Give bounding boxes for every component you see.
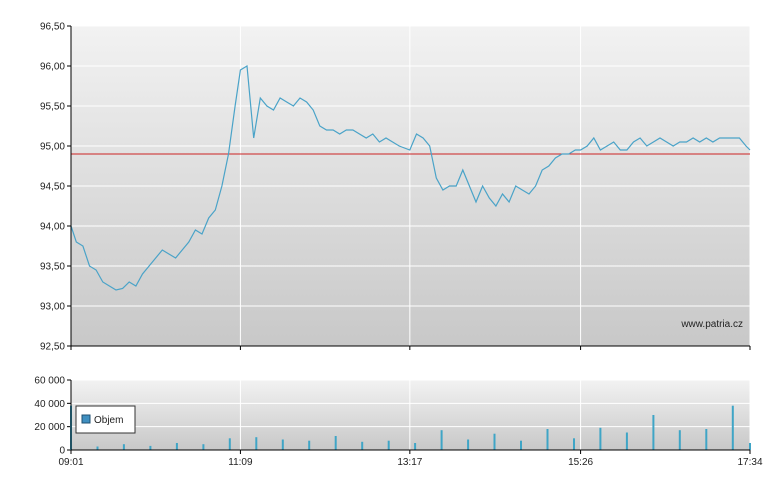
volume-bar xyxy=(228,438,231,450)
price-y-tick-label: 94,00 xyxy=(40,222,65,233)
volume-bar xyxy=(731,405,734,450)
volume-legend: Objem xyxy=(75,405,136,434)
price-y-tick-label: 93,00 xyxy=(40,302,65,313)
volume-bar xyxy=(308,440,311,450)
volume-bar xyxy=(520,440,522,450)
volume-y-tick-label: 0 xyxy=(59,446,65,457)
volume-bar xyxy=(599,427,602,450)
price-y-tick-label: 92,50 xyxy=(40,342,65,353)
legend-swatch xyxy=(81,414,91,424)
volume-bar xyxy=(467,439,470,450)
volume-bar xyxy=(493,433,496,450)
volume-bar xyxy=(334,436,337,450)
volume-bar xyxy=(652,415,655,450)
volume-bar xyxy=(546,429,549,450)
watermark: www.patria.cz xyxy=(680,319,743,330)
volume-bar xyxy=(625,432,628,450)
time-tick-label: 17:34 xyxy=(737,457,762,468)
volume-bar xyxy=(705,429,708,450)
time-tick-label: 15:26 xyxy=(568,457,593,468)
volume-y-tick-label: 60 000 xyxy=(34,376,65,387)
volume-y-tick-label: 20 000 xyxy=(34,422,65,433)
price-line xyxy=(70,64,751,291)
volume-bar xyxy=(149,445,152,450)
volume-bar xyxy=(122,444,125,450)
price-y-tick-label: 94,50 xyxy=(40,182,65,193)
price-y-tick-label: 96,00 xyxy=(40,62,65,73)
volume-bar xyxy=(440,430,443,450)
price-y-tick-label: 95,50 xyxy=(40,102,65,113)
volume-bar xyxy=(175,443,178,450)
legend-label: Objem xyxy=(94,415,123,426)
volume-plot-area xyxy=(71,380,750,450)
price-panel: 92,50 93,00 93,50 94,00 94,50 95,00 95,50 96,00… xyxy=(40,22,751,353)
volume-bar xyxy=(96,446,99,450)
volume-bar xyxy=(202,444,205,450)
time-tick-label: 13:17 xyxy=(397,457,422,468)
legend-box xyxy=(75,405,136,434)
volume-bar xyxy=(361,441,364,450)
volume-y-tick-label: 40 000 xyxy=(34,399,65,410)
volume-bar xyxy=(414,443,417,450)
price-y-tick-label: 95,00 xyxy=(40,142,65,153)
price-y-tick-label: 96,50 xyxy=(40,22,65,33)
volume-bar xyxy=(281,439,284,450)
volume-bar xyxy=(678,430,681,450)
volume-panel: 0 20 000 40 000 60 000 09:01 11:09 13:17 15:26 1… xyxy=(34,376,763,469)
volume-bar xyxy=(573,438,575,450)
time-tick-label: 09:01 xyxy=(58,457,83,468)
time-tick-label: 11:09 xyxy=(228,457,253,468)
price-y-tick-label: 93,50 xyxy=(40,262,65,273)
volume-bar xyxy=(255,437,258,450)
volume-bar xyxy=(387,440,390,450)
volume-bar xyxy=(749,443,751,450)
